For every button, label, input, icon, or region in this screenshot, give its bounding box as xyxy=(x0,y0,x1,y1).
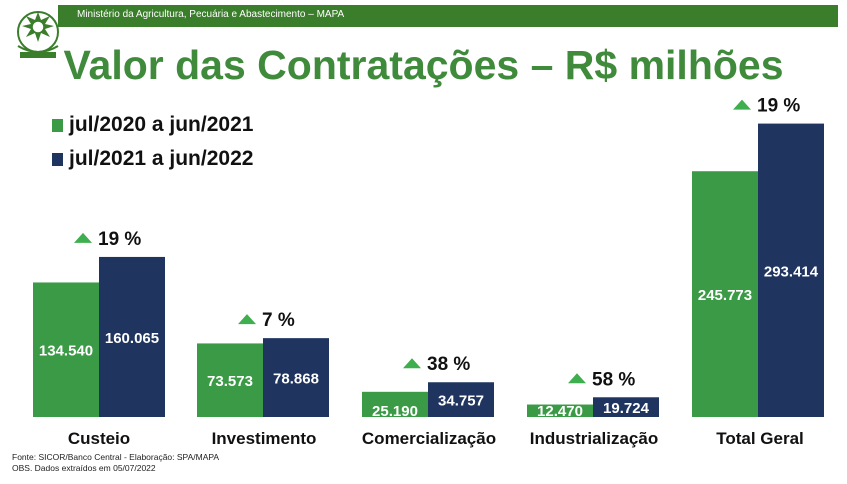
legend-label: jul/2021 a jun/2022 xyxy=(69,147,254,170)
bar-series-2 xyxy=(99,256,165,417)
bar-series-2 xyxy=(758,123,824,417)
legend-label: jul/2020 a jun/2021 xyxy=(69,113,254,136)
legend-swatch-green xyxy=(52,118,63,132)
legend-swatch-navy xyxy=(52,152,63,166)
bar-series-2 xyxy=(428,382,494,417)
growth-up-arrow-icon xyxy=(238,314,256,325)
data-label: 293.414 xyxy=(764,263,819,280)
bar-series-1 xyxy=(33,282,99,417)
legend-item-series-1: jul/2020 a jun/2021 xyxy=(52,113,253,137)
growth-up-arrow-icon xyxy=(74,232,92,243)
category-label: Comercialização xyxy=(362,429,496,448)
brazil-coat-of-arms-logo xyxy=(17,11,59,58)
header-bar xyxy=(58,5,838,27)
footer-source: Fonte: SICOR/Banco Central - Elaboração:… xyxy=(12,452,220,462)
data-label: 134.540 xyxy=(39,343,93,360)
growth-label: 58 % xyxy=(592,369,635,390)
data-label: 160.065 xyxy=(105,330,159,347)
data-label: 19.724 xyxy=(603,400,650,417)
category-label: Total Geral xyxy=(716,429,804,448)
category-label: Custeio xyxy=(68,429,130,448)
legend-item-series-2: jul/2021 a jun/2022 xyxy=(52,147,253,171)
data-label: 245.773 xyxy=(698,287,752,304)
growth-up-arrow-icon xyxy=(568,373,586,384)
data-label: 12.470 xyxy=(537,403,583,420)
growth-label: 38 % xyxy=(427,354,470,375)
growth-up-arrow-icon xyxy=(733,99,751,110)
growth-label: 19 % xyxy=(98,229,141,250)
bar-series-1 xyxy=(527,404,593,417)
footer-note: OBS. Dados extraídos em 05/07/2022 xyxy=(12,463,156,473)
bar-series-1 xyxy=(197,343,263,417)
bar-series-2 xyxy=(593,397,659,417)
chart-title: Valor das Contratações – R$ milhões xyxy=(63,42,784,88)
bar-series-1 xyxy=(362,391,428,417)
bar-series-2 xyxy=(263,338,329,417)
ministry-name: Ministério da Agricultura, Pecuária e Ab… xyxy=(77,9,345,20)
growth-up-arrow-icon xyxy=(403,358,421,369)
data-label: 78.868 xyxy=(273,371,319,388)
bar-series-1 xyxy=(692,171,758,417)
growth-label: 7 % xyxy=(262,310,295,331)
category-label: Industrialização xyxy=(530,429,658,448)
data-label: 34.757 xyxy=(438,393,484,410)
growth-label: 19 % xyxy=(757,96,800,117)
data-label: 73.573 xyxy=(207,373,253,390)
data-label: 25.190 xyxy=(372,403,418,420)
category-label: Investimento xyxy=(212,429,317,448)
